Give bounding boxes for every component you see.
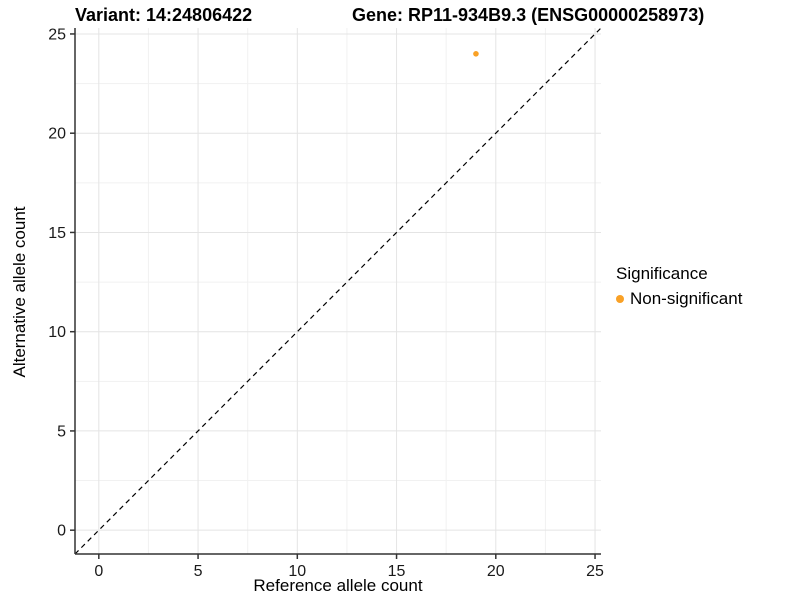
legend: Significance Non-significant [616,264,742,309]
y-tick-label: 15 [48,225,66,242]
x-tick-label: 10 [288,563,306,580]
y-tick-label: 10 [48,324,66,341]
y-tick-label: 25 [48,26,66,43]
y-tick-label: 20 [48,126,66,143]
y-axis-title: Alternative allele count [10,206,29,378]
identity-dashed-line [74,27,602,555]
x-tick-label: 20 [487,563,505,580]
y-tick-label: 5 [57,423,66,440]
x-tick-label: 0 [94,563,103,580]
x-tick-label: 15 [388,563,406,580]
legend-item: Non-significant [616,289,742,309]
data-point [473,51,479,57]
variant-title: Variant: 14:24806422 [75,5,253,25]
x-axis-title: Reference allele count [253,576,423,595]
x-tick-label: 5 [194,563,203,580]
legend-item-label: Non-significant [630,289,743,308]
gene-title: Gene: RP11-934B9.3 (ENSG00000258973) [352,5,705,25]
legend-point-icon [616,295,624,303]
legend-title: Significance [616,264,708,283]
y-tick-label: 0 [57,523,66,540]
x-tick-label: 25 [586,563,604,580]
